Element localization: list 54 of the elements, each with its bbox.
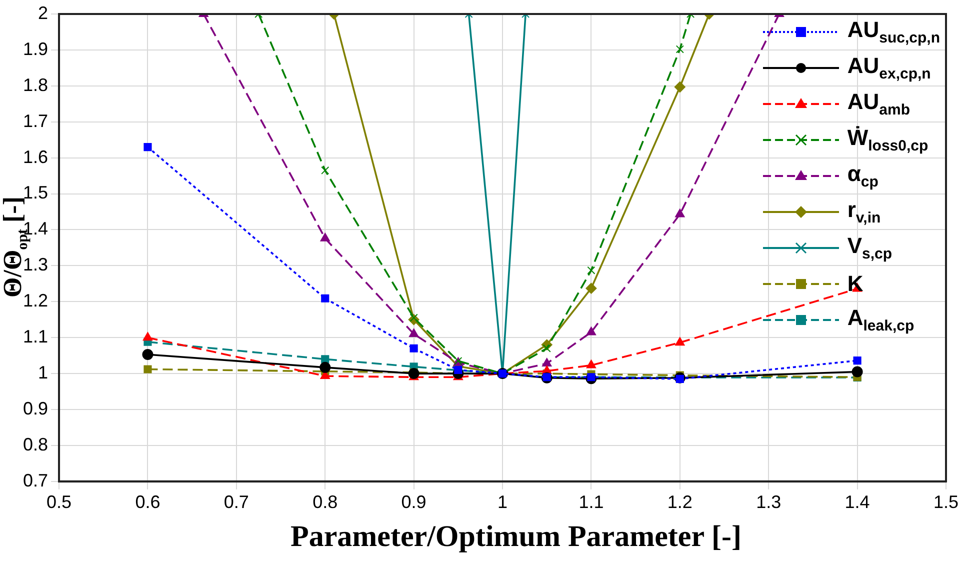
x-tick-label: 0.7: [224, 492, 249, 512]
x-tick-label: 1.1: [578, 492, 604, 512]
x-tick-label: 0.8: [312, 492, 338, 512]
point: [320, 362, 331, 373]
point: [675, 337, 685, 346]
legend-label: α$_{cp}$: [847, 161, 878, 191]
y-tick-label: 1.8: [22, 74, 48, 95]
y-tick-label: 1.6: [22, 146, 48, 167]
point: [586, 360, 596, 368]
point: [853, 356, 862, 365]
x-tick-label: 0.6: [135, 492, 160, 512]
legend-label: Ẇ$_{loss0,cp}$: [847, 125, 928, 155]
x-tick-label: 1.3: [756, 492, 782, 512]
y-tick-label: 0.9: [22, 398, 48, 418]
point: [408, 368, 420, 380]
y-tick-label: 1.2: [22, 290, 48, 311]
x-tick-label: 0.9: [401, 492, 426, 512]
point: [144, 142, 152, 152]
legend-label: AU$_{ex,cp,n}$: [847, 53, 931, 83]
y-tick-label: 1.9: [22, 38, 48, 59]
x-tick-label: 1.4: [844, 492, 870, 512]
point: [142, 332, 153, 341]
legend-label: AU$_{amb}$: [847, 89, 910, 119]
point: [587, 266, 596, 274]
x-tick-label: 1.2: [667, 492, 692, 512]
y-tick-label: 1: [38, 362, 48, 383]
y-tick-label: 0.8: [22, 434, 48, 454]
point: [321, 166, 330, 174]
point: [586, 282, 597, 294]
point: [542, 344, 551, 352]
x-tick-label: 1: [498, 492, 508, 512]
legend-label: K: [847, 271, 864, 297]
point: [676, 45, 684, 54]
y-tick-label: 0.7: [22, 470, 48, 490]
y-tick-label: 1.7: [22, 110, 48, 131]
x-axis-title: Parameter/Optimum Parameter [-]: [290, 520, 742, 554]
point: [852, 366, 863, 378]
point: [142, 348, 154, 360]
point: [321, 355, 330, 364]
point: [144, 365, 152, 374]
x-tick-label: 1.5: [933, 492, 959, 512]
y-tick-label: 1.1: [22, 326, 48, 347]
y-tick-label: 2: [38, 2, 48, 23]
legend-label: V$_{s,cp}$: [847, 233, 892, 263]
point: [542, 358, 552, 366]
point: [410, 344, 418, 352]
point: [408, 328, 419, 337]
legend-label: AU$_{suc,cp,n}$: [847, 17, 940, 47]
legend-label: A$_{leak,cp}$: [847, 305, 914, 335]
point: [321, 294, 330, 302]
x-tick-label: 0.5: [46, 492, 72, 512]
legend-label: r$_{v,in}$: [847, 197, 881, 227]
point: [674, 81, 686, 92]
point: [586, 326, 596, 336]
